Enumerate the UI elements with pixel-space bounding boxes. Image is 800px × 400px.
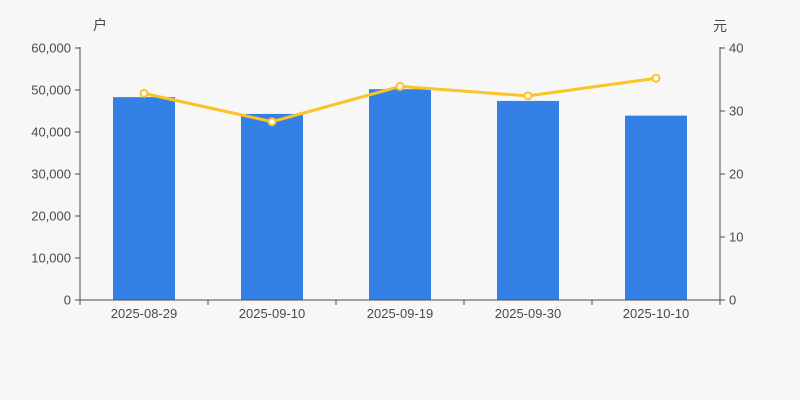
x-axis-tick-labels: 2025-08-29 2025-09-10 2025-09-19 2025-09-30…	[111, 306, 690, 321]
left-tick-label: 0	[64, 293, 71, 308]
bar-series	[113, 89, 687, 301]
right-axis-tick-labels: 0 10 20 30 40	[729, 41, 743, 308]
x-tick-label-2025-08-29: 2025-08-29	[111, 306, 178, 321]
bar-2025-09-19[interactable]	[369, 89, 431, 300]
bar-2025-10-10[interactable]	[625, 115, 687, 301]
x-tick-label-2025-09-30: 2025-09-30	[495, 306, 562, 321]
line-marker-2025-09-30[interactable]	[523, 91, 533, 101]
left-axis-unit-label: 户	[93, 17, 107, 33]
line-marker-2025-09-10[interactable]	[267, 117, 277, 127]
left-axis-tick-labels: 0 10,000 20,000 30,000 40,000 50,000 60,000	[31, 41, 71, 308]
right-tick-label: 10	[729, 230, 743, 245]
left-tick-label: 40,000	[31, 125, 71, 140]
right-tick-label: 20	[729, 167, 743, 182]
right-tick-label: 0	[729, 293, 736, 308]
left-tick-label: 30,000	[31, 167, 71, 182]
right-tick-label: 40	[729, 41, 743, 56]
axes	[75, 47, 725, 305]
x-tick-label-2025-09-19: 2025-09-19	[367, 306, 434, 321]
left-tick-label: 50,000	[31, 83, 71, 98]
bar-2025-08-29[interactable]	[113, 97, 175, 300]
line-marker-2025-09-19[interactable]	[395, 81, 405, 91]
bar-2025-09-10[interactable]	[241, 113, 303, 300]
bar-2025-09-30[interactable]	[497, 100, 559, 300]
left-tick-label: 20,000	[31, 209, 71, 224]
x-tick-label-2025-09-10: 2025-09-10	[239, 306, 306, 321]
line-marker-2025-10-10[interactable]	[651, 73, 661, 83]
left-tick-label: 10,000	[31, 251, 71, 266]
line-marker-2025-08-29[interactable]	[139, 88, 149, 98]
right-axis-unit-label: 元	[713, 18, 727, 34]
x-tick-label-2025-10-10: 2025-10-10	[623, 306, 690, 321]
line-series	[139, 73, 661, 127]
right-tick-label: 30	[729, 104, 743, 119]
left-tick-label: 60,000	[31, 41, 71, 56]
